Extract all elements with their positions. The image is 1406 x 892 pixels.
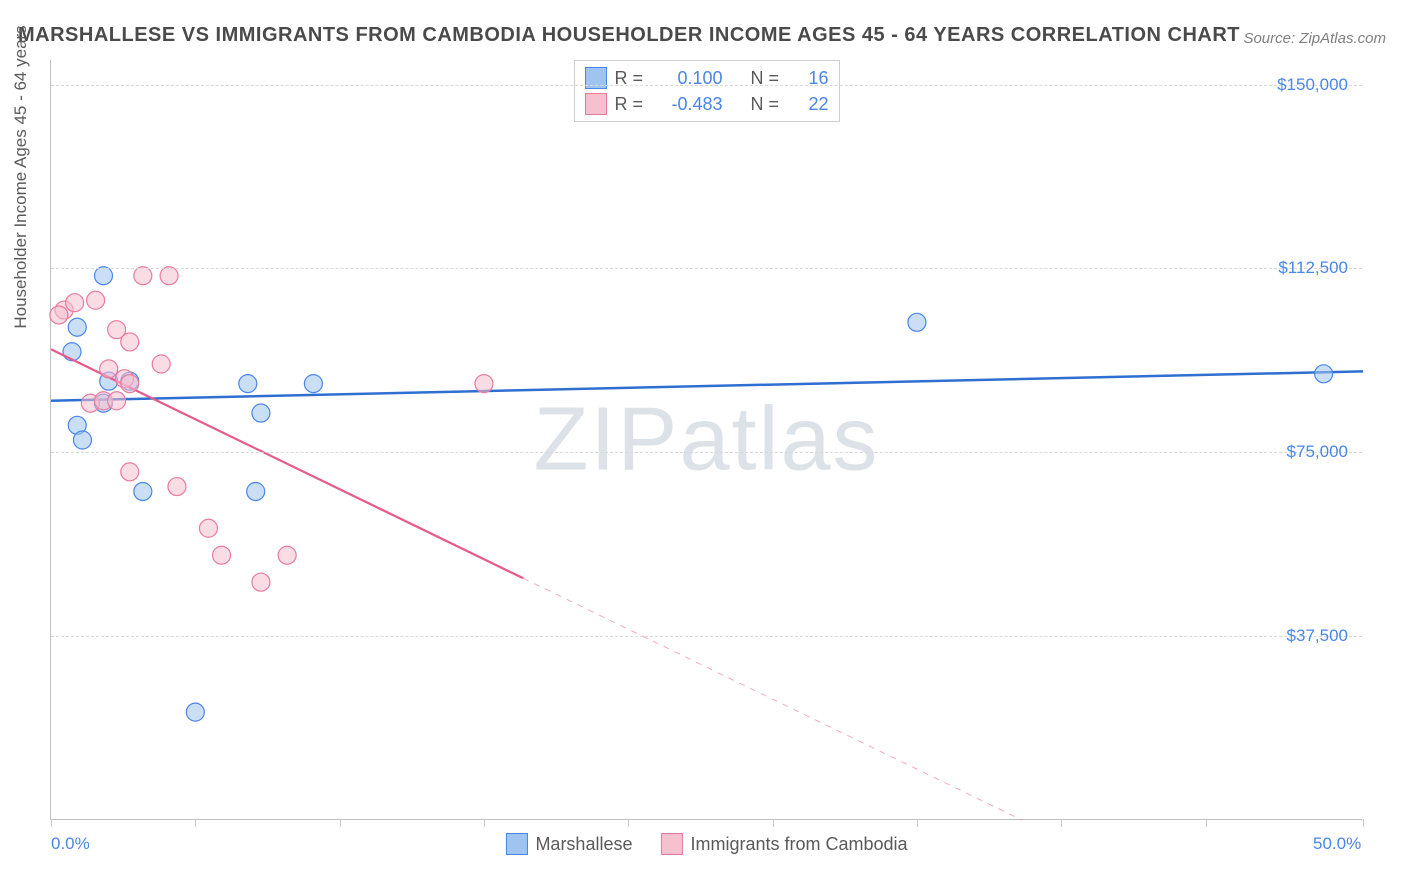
- x-tick-label: 50.0%: [1313, 834, 1361, 854]
- x-tick: [51, 819, 52, 827]
- x-tick: [1206, 819, 1207, 827]
- r-label: R =: [615, 65, 645, 91]
- scatter-point: [252, 573, 270, 591]
- scatter-point: [94, 267, 112, 285]
- plot-area: ZIPatlas Householder Income Ages 45 - 64…: [50, 60, 1362, 820]
- scatter-point: [168, 478, 186, 496]
- scatter-point: [134, 267, 152, 285]
- chart-svg: [51, 60, 1362, 819]
- r-label: R =: [615, 91, 645, 117]
- scatter-point: [278, 546, 296, 564]
- y-tick-label: $150,000: [1277, 75, 1348, 95]
- trend-line-extrapolated: [523, 578, 1022, 820]
- scatter-point: [199, 519, 217, 537]
- x-tick: [773, 819, 774, 827]
- legend-label: Marshallese: [535, 834, 632, 855]
- scatter-point: [68, 318, 86, 336]
- scatter-point: [66, 294, 84, 312]
- source-label: Source: ZipAtlas.com: [1243, 30, 1386, 47]
- scatter-point: [63, 343, 81, 361]
- x-tick: [340, 819, 341, 827]
- legend-label: Immigrants from Cambodia: [690, 834, 907, 855]
- gridline: [51, 452, 1362, 453]
- scatter-point: [252, 404, 270, 422]
- x-tick: [628, 819, 629, 827]
- legend-swatch: [660, 833, 682, 855]
- scatter-point: [73, 431, 91, 449]
- gridline: [51, 636, 1362, 637]
- n-label: N =: [751, 91, 781, 117]
- scatter-point: [908, 313, 926, 331]
- scatter-point: [213, 546, 231, 564]
- scatter-point: [304, 375, 322, 393]
- scatter-point: [152, 355, 170, 373]
- legend-swatch: [585, 67, 607, 89]
- n-value: 22: [789, 91, 829, 117]
- x-tick: [484, 819, 485, 827]
- legend-item: Marshallese: [505, 833, 632, 855]
- scatter-point: [121, 375, 139, 393]
- r-value: 0.100: [653, 65, 723, 91]
- x-tick: [917, 819, 918, 827]
- n-value: 16: [789, 65, 829, 91]
- legend-row: R = 0.100 N = 16: [585, 65, 829, 91]
- scatter-point: [134, 482, 152, 500]
- chart-title: MARSHALLESE VS IMMIGRANTS FROM CAMBODIA …: [18, 24, 1240, 47]
- scatter-point: [160, 267, 178, 285]
- legend-item: Immigrants from Cambodia: [660, 833, 907, 855]
- legend-bottom: Marshallese Immigrants from Cambodia: [505, 833, 907, 855]
- y-axis-title: Householder Income Ages 45 - 64 years: [11, 25, 31, 328]
- x-tick: [195, 819, 196, 827]
- legend-top: R = 0.100 N = 16 R = -0.483 N = 22: [574, 60, 840, 122]
- scatter-point: [50, 306, 68, 324]
- x-tick: [1363, 819, 1364, 827]
- gridline: [51, 268, 1362, 269]
- scatter-point: [87, 291, 105, 309]
- y-tick-label: $75,000: [1287, 442, 1348, 462]
- x-tick-label: 0.0%: [51, 834, 90, 854]
- scatter-point: [100, 360, 118, 378]
- legend-swatch: [585, 93, 607, 115]
- r-value: -0.483: [653, 91, 723, 117]
- y-tick-label: $112,500: [1278, 258, 1348, 278]
- scatter-point: [108, 392, 126, 410]
- scatter-point: [186, 703, 204, 721]
- scatter-point: [121, 463, 139, 481]
- legend-swatch: [505, 833, 527, 855]
- gridline: [51, 85, 1362, 86]
- scatter-point: [1315, 365, 1333, 383]
- scatter-point: [475, 375, 493, 393]
- x-tick: [1061, 819, 1062, 827]
- scatter-point: [239, 375, 257, 393]
- n-label: N =: [751, 65, 781, 91]
- legend-row: R = -0.483 N = 22: [585, 91, 829, 117]
- scatter-point: [121, 333, 139, 351]
- y-tick-label: $37,500: [1287, 626, 1348, 646]
- scatter-point: [247, 482, 265, 500]
